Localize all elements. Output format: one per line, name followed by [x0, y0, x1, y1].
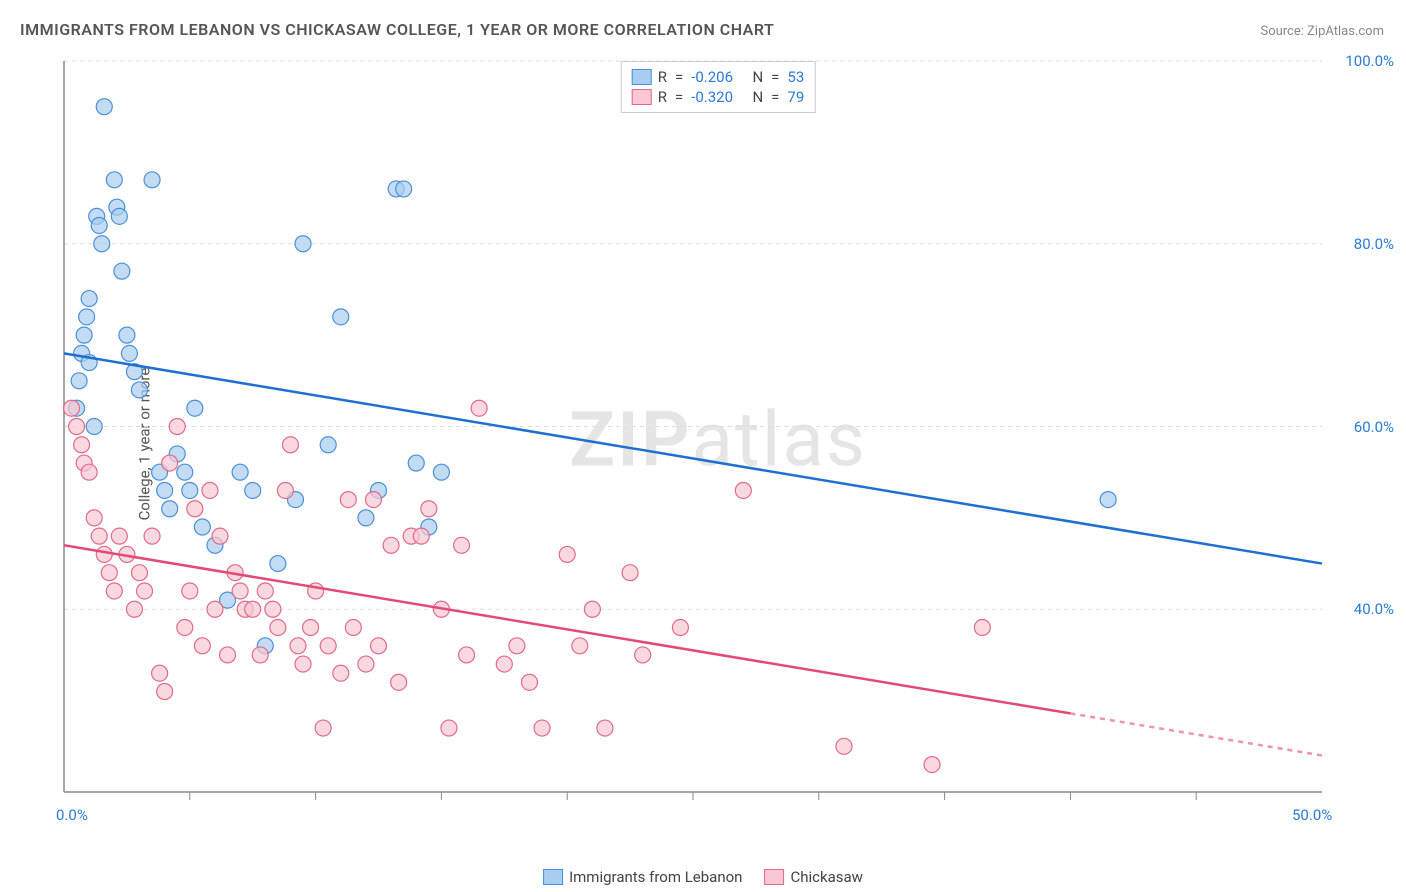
r-value: -0.206 — [691, 68, 733, 86]
chart-title: IMMIGRANTS FROM LEBANON VS CHICKASAW COL… — [20, 20, 774, 39]
legend-swatch-blue — [632, 69, 652, 85]
legend-n-label: N — [752, 68, 763, 86]
legend-row: R = -0.320 N = 79 — [632, 88, 805, 106]
legend-n-label: N — [752, 88, 763, 106]
legend-swatch-blue — [543, 869, 563, 885]
series-legend: Immigrants from Lebanon Chickasaw — [543, 868, 863, 886]
n-value: 79 — [787, 88, 804, 106]
x-tick-label: 0.0% — [56, 806, 88, 824]
legend-r-label: R — [658, 68, 667, 86]
n-value: 53 — [787, 68, 804, 86]
y-tick-label: 60.0% — [1354, 418, 1394, 436]
legend-item: Immigrants from Lebanon — [543, 868, 742, 886]
equals-sign: = — [771, 68, 779, 86]
y-tick-label: 80.0% — [1354, 235, 1394, 253]
legend-swatch-pink — [764, 869, 784, 885]
y-tick-label: 100.0% — [1345, 52, 1394, 70]
equals-sign: = — [675, 68, 683, 86]
source-attribution: Source: ZipAtlas.com — [1260, 24, 1384, 39]
legend-label: Chickasaw — [790, 868, 862, 886]
x-tick-label: 50.0% — [1292, 806, 1332, 824]
r-value: -0.320 — [691, 88, 733, 106]
correlation-legend: R = -0.206 N = 53 R = -0.320 N = 79 — [621, 61, 816, 113]
legend-r-label: R — [658, 88, 667, 106]
y-tick-label: 40.0% — [1354, 600, 1394, 618]
legend-swatch-pink — [632, 89, 652, 105]
scatter-chart-svg — [54, 56, 1382, 832]
legend-item: Chickasaw — [764, 868, 862, 886]
plot-area: College, 1 year or more ZIPatlas R = -0.… — [54, 56, 1382, 832]
equals-sign: = — [771, 88, 779, 106]
legend-row: R = -0.206 N = 53 — [632, 68, 805, 86]
legend-label: Immigrants from Lebanon — [569, 868, 742, 886]
equals-sign: = — [675, 88, 683, 106]
